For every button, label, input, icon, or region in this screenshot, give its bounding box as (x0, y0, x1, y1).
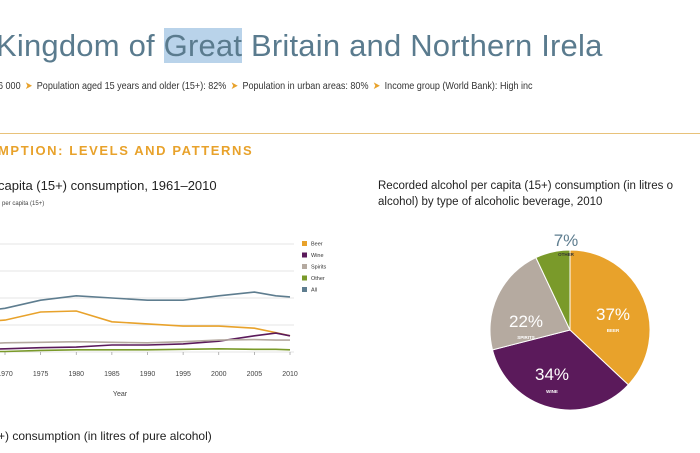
series-line (0, 347, 291, 353)
legend-swatch (302, 252, 307, 258)
slice-label: BEER (607, 328, 620, 333)
legend-swatch (302, 275, 307, 281)
title-part: Kingdom of (0, 28, 164, 63)
legend-swatch (302, 264, 307, 269)
legend-label: Wine (311, 253, 324, 259)
pie-slice (535, 249, 571, 331)
slice-label: WINE (546, 389, 558, 394)
title-part: Britain and Northern Irela (242, 28, 603, 63)
x-tick-label: 1970 (0, 371, 13, 378)
page-title: Kingdom of Great Britain and Northern Ir… (0, 28, 603, 64)
pie-title: Recorded alcohol per capita (15+) consum… (378, 180, 673, 192)
legend-swatch (302, 287, 307, 292)
slice-label: OTHER (558, 252, 575, 257)
x-tick-label: 1995 (175, 371, 191, 378)
slice-value: 34% (535, 365, 569, 384)
facts: 6 000 ➤ Population aged 15 years and older… (0, 80, 533, 92)
slice-label: SPIRITS (517, 335, 535, 340)
x-tick-label: 1980 (68, 371, 84, 378)
fact: Income group (World Bank): High inc (384, 80, 533, 92)
legend-label: Spirits (311, 265, 327, 271)
pie-slice (489, 256, 571, 351)
fact: Population in urban areas: 80% (242, 80, 369, 92)
series-line (0, 338, 290, 344)
fact: Population aged 15 years and older (15+)… (36, 80, 227, 92)
line-chart-title: capita (15+) consumption, 1961–2010 (0, 178, 217, 193)
fact: 6 000 (0, 80, 21, 92)
slice-value: 37% (596, 305, 630, 324)
x-tick-label: 1990 (140, 371, 156, 378)
slice-value: 22% (509, 312, 543, 331)
legend-label: Other (311, 276, 325, 282)
x-tick-label: 2000 (211, 371, 227, 378)
divider (0, 133, 700, 134)
pie-title: alcohol) by type of alcoholic beverage, … (378, 196, 602, 208)
y-axis-label: per capita (15+) (2, 201, 44, 207)
legend-label: All (311, 288, 317, 294)
x-axis-label: Year (113, 391, 128, 398)
x-tick-label: 2010 (282, 371, 298, 378)
section-heading: MPTION: LEVELS AND PATTERNS (0, 143, 254, 158)
series-line (0, 332, 291, 350)
series-line (0, 310, 291, 337)
legend-label: Beer (311, 242, 323, 248)
pie-slice (569, 249, 651, 386)
x-tick-label: 2005 (247, 371, 263, 378)
pie-slice (491, 329, 630, 411)
series-line (0, 291, 291, 310)
x-tick-label: 1975 (33, 371, 49, 378)
legend-swatch (302, 241, 307, 246)
slice-value: 7% (554, 231, 579, 250)
x-tick-label: 1985 (104, 371, 120, 378)
title-highlight: Great (163, 28, 243, 63)
footer-heading: +) consumption (in litres of pure alcoho… (0, 429, 212, 443)
